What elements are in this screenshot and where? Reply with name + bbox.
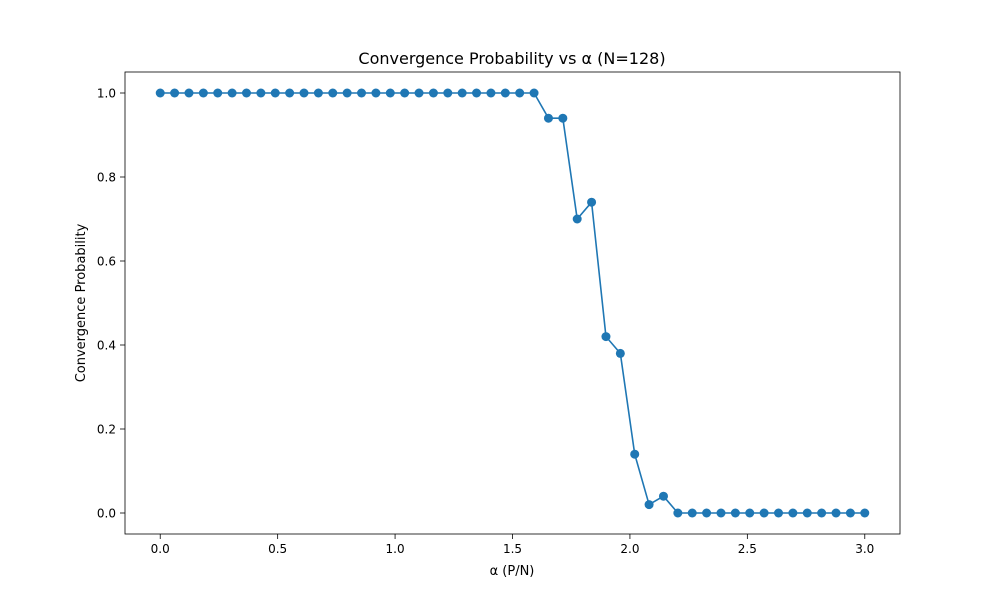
data-point xyxy=(357,88,367,98)
data-point xyxy=(170,88,180,98)
y-tick-label: 0.6 xyxy=(97,255,116,269)
y-tick-label: 0.0 xyxy=(97,507,116,521)
data-point xyxy=(759,508,769,518)
data-point xyxy=(414,88,424,98)
data-point xyxy=(716,508,726,518)
x-tick-label: 1.5 xyxy=(503,542,522,556)
data-point xyxy=(630,449,640,459)
data-point xyxy=(285,88,295,98)
data-point xyxy=(601,332,611,342)
y-tick-label: 0.2 xyxy=(97,423,116,437)
data-point xyxy=(658,491,668,501)
y-tick-label: 0.8 xyxy=(97,171,116,185)
plot-area: 0.0 0.5 1.0 1.5 2.0 2.5 3.0 0.0 0.2 0.4 0.6 0.8 1.0 xyxy=(97,71,901,556)
data-point xyxy=(313,88,323,98)
x-tick-label: 2.0 xyxy=(620,542,639,556)
data-point xyxy=(299,88,309,98)
y-tick-label: 1.0 xyxy=(97,87,116,101)
data-point xyxy=(198,88,208,98)
y-axis-label: Convergence Probability xyxy=(74,223,89,382)
data-point xyxy=(788,508,798,518)
data-point xyxy=(227,88,237,98)
data-point xyxy=(256,88,266,98)
data-point xyxy=(241,88,251,98)
x-tick-label: 0.5 xyxy=(268,542,287,556)
data-point xyxy=(155,88,165,98)
data-point xyxy=(587,197,597,207)
data-point xyxy=(615,348,625,358)
data-point xyxy=(184,88,194,98)
y-tick-label: 0.4 xyxy=(97,339,116,353)
data-point xyxy=(687,508,697,518)
data-point xyxy=(774,508,784,518)
data-point xyxy=(500,88,510,98)
axes-frame xyxy=(124,71,901,535)
data-point xyxy=(385,88,395,98)
data-point xyxy=(328,88,338,98)
x-tick-label: 1.0 xyxy=(386,542,405,556)
data-point xyxy=(831,508,841,518)
data-point xyxy=(745,508,755,518)
data-point xyxy=(213,88,223,98)
x-tick-label: 3.0 xyxy=(855,542,874,556)
data-point xyxy=(472,88,482,98)
chart-title: Convergence Probability vs α (N=128) xyxy=(358,49,665,68)
data-point xyxy=(558,113,568,123)
data-point xyxy=(457,88,467,98)
data-point xyxy=(702,508,712,518)
data-point xyxy=(845,508,855,518)
data-point xyxy=(515,88,525,98)
data-point xyxy=(572,214,582,224)
data-point xyxy=(730,508,740,518)
data-point xyxy=(543,113,553,123)
x-tick-label: 0.0 xyxy=(151,542,170,556)
data-point xyxy=(486,88,496,98)
data-point xyxy=(529,88,539,98)
data-point xyxy=(400,88,410,98)
data-point xyxy=(443,88,453,98)
x-axis-label: α (P/N) xyxy=(490,564,535,579)
data-point xyxy=(371,88,381,98)
data-point xyxy=(428,88,438,98)
data-point xyxy=(673,508,683,518)
data-point xyxy=(860,508,870,518)
data-point xyxy=(342,88,352,98)
data-point xyxy=(802,508,812,518)
x-tick-label: 2.5 xyxy=(738,542,757,556)
data-point xyxy=(817,508,827,518)
data-point xyxy=(270,88,280,98)
data-point xyxy=(644,500,654,510)
